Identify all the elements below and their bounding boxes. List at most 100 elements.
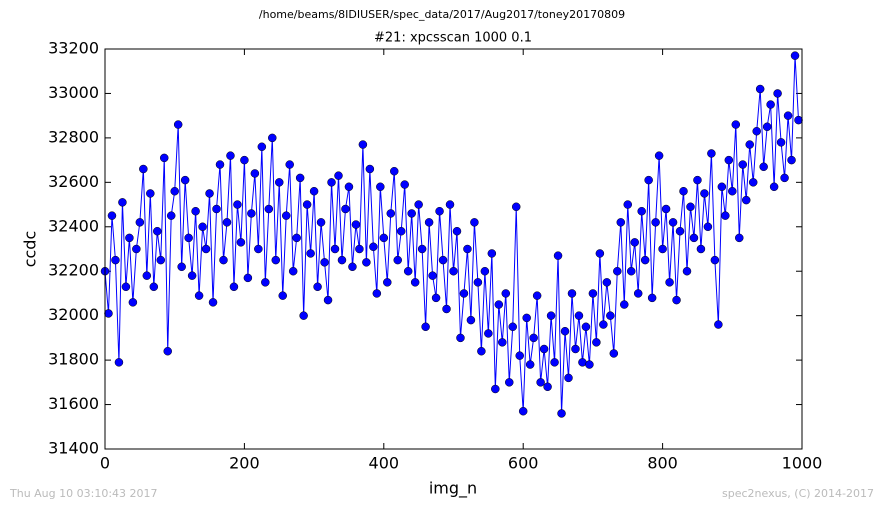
data-point <box>417 244 427 254</box>
data-point <box>776 138 786 147</box>
data-point <box>111 255 120 265</box>
data-point <box>393 255 402 265</box>
data-point <box>396 226 406 236</box>
y-tick-label: 31400 <box>48 439 99 458</box>
data-point <box>498 338 507 347</box>
data-point <box>735 233 744 243</box>
data-point <box>456 333 465 343</box>
data-point <box>567 289 577 298</box>
data-point <box>180 175 190 185</box>
data-point <box>487 249 497 258</box>
data-point <box>327 178 336 187</box>
data-point <box>686 202 695 212</box>
data-point <box>588 289 598 298</box>
data-point <box>400 180 409 189</box>
data-point <box>529 333 538 343</box>
data-point <box>675 226 685 236</box>
data-point <box>491 384 500 394</box>
data-point <box>449 266 458 276</box>
data-point <box>745 140 754 149</box>
data-point <box>696 244 706 254</box>
data-point <box>247 209 256 218</box>
data-point <box>344 182 354 192</box>
data-point <box>647 293 657 303</box>
y-tick-label: 31800 <box>48 350 99 369</box>
data-point <box>295 173 305 183</box>
x-tick-label: 0 <box>100 454 110 473</box>
data-point <box>421 322 430 332</box>
data-point <box>710 255 720 265</box>
data-point <box>581 322 591 332</box>
data-point <box>525 360 535 369</box>
data-point <box>626 266 636 276</box>
data-point <box>794 115 803 125</box>
x-tick-label: 600 <box>508 454 539 473</box>
data-point <box>121 282 131 292</box>
data-point <box>550 358 559 367</box>
y-tick-label: 32200 <box>48 261 99 280</box>
data-point <box>173 120 183 129</box>
data-point <box>407 209 416 218</box>
data-point <box>442 304 451 314</box>
data-point <box>633 289 643 298</box>
data-point <box>222 218 232 227</box>
data-point <box>156 255 166 265</box>
data-point <box>114 358 124 367</box>
data-point <box>672 295 681 305</box>
data-point <box>445 200 455 209</box>
data-point <box>184 233 193 243</box>
data-point <box>752 126 761 136</box>
data-point <box>613 266 622 276</box>
data-point <box>703 222 713 232</box>
data-point <box>463 244 472 254</box>
data-point <box>651 218 660 227</box>
data-point <box>477 346 486 356</box>
data-point <box>790 51 800 60</box>
data-point <box>637 206 646 216</box>
data-point <box>769 182 779 192</box>
data-point <box>508 322 517 332</box>
data-point <box>571 344 580 354</box>
data-point <box>623 200 632 209</box>
data-point <box>135 218 145 227</box>
data-point <box>609 349 619 358</box>
data-point <box>250 169 260 178</box>
data-point <box>376 182 385 192</box>
data-point <box>226 151 235 160</box>
data-point <box>644 175 653 185</box>
data-point <box>341 204 350 214</box>
data-point <box>728 186 737 196</box>
data-point <box>661 204 671 214</box>
data-point <box>452 226 462 236</box>
y-tick-label: 32800 <box>48 127 99 146</box>
chart-title: #21: xpcsscan 1000 0.1 <box>374 31 532 46</box>
data-point <box>285 160 294 169</box>
data-point <box>755 84 765 94</box>
data-point <box>505 378 514 387</box>
x-tick-label: 400 <box>369 454 400 473</box>
data-point <box>302 200 312 209</box>
data-point <box>142 271 152 280</box>
data-point <box>309 186 319 196</box>
data-point <box>128 298 138 307</box>
data-point <box>693 175 702 185</box>
data-point <box>783 111 793 120</box>
x-tick-label: 1000 <box>782 454 823 473</box>
data-point <box>233 200 242 209</box>
data-point <box>473 278 483 287</box>
data-point <box>369 242 378 252</box>
data-point <box>118 198 127 207</box>
data-point <box>428 271 437 280</box>
data-point <box>424 218 434 227</box>
data-point <box>515 351 524 360</box>
data-point <box>201 244 211 254</box>
data-point <box>212 204 221 214</box>
data-point <box>379 233 389 243</box>
data-point <box>187 271 197 280</box>
y-tick-label: 32400 <box>48 216 99 235</box>
y-tick-label: 32600 <box>48 172 99 191</box>
data-point <box>480 266 490 276</box>
data-point <box>390 166 399 176</box>
x-axis-label: img_n <box>429 479 477 499</box>
